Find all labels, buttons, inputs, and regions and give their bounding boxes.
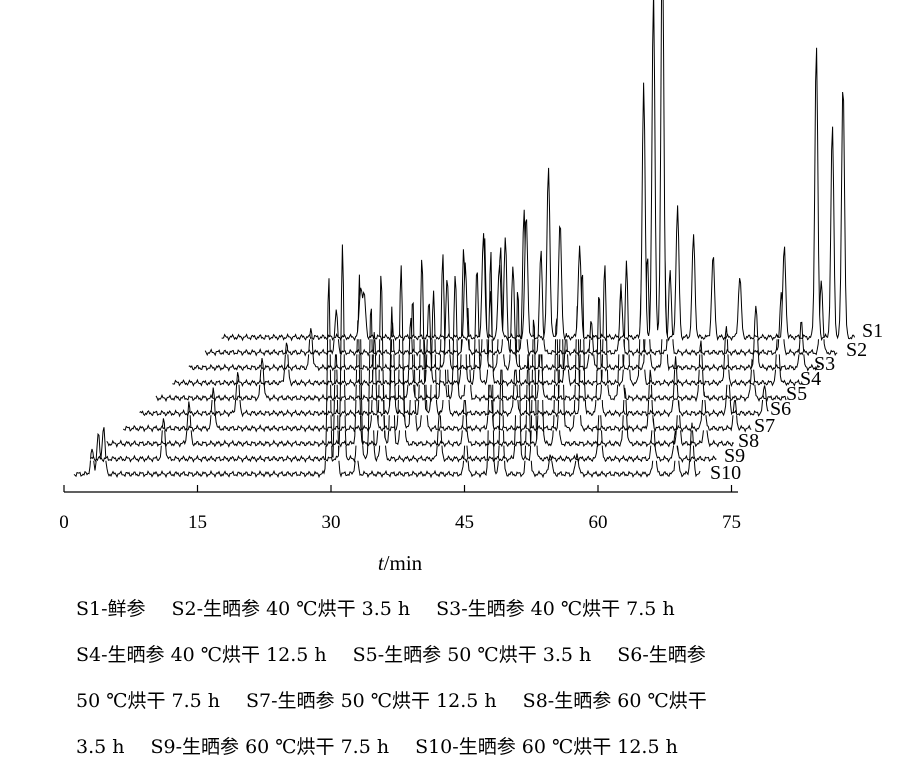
x-tick-label: 45 [455, 512, 474, 533]
series-label-s10: S10 [710, 462, 741, 484]
chromatogram-traces [73, 0, 856, 479]
series-label-s7: S7 [754, 415, 775, 437]
caption-item: 3.5 h [76, 736, 125, 758]
caption-line: S4-生晒参 40 ℃烘干 12.5 h S5-生晒参 50 ℃烘干 3.5 h S… [76, 632, 906, 678]
trace-s6 [139, 259, 769, 418]
caption-item: 50 ℃烘干 7.5 h [76, 690, 221, 712]
trace-s7 [122, 265, 752, 433]
caption-item: S2-生晒参 40 ℃烘干 3.5 h [171, 598, 411, 620]
figure-caption: S1-鲜参 S2-生晒参 40 ℃烘干 3.5 h S3-生晒参 40 ℃烘干 7.… [76, 586, 906, 770]
x-tick-label: 60 [589, 512, 608, 533]
x-axis: 0 15 30 45 60 75 [59, 485, 741, 533]
trace-s2 [204, 209, 838, 357]
caption-item: S5-生晒参 50 ℃烘干 3.5 h [352, 644, 592, 666]
caption-line: S1-鲜参 S2-生晒参 40 ℃烘干 3.5 h S3-生晒参 40 ℃烘干 7.… [76, 586, 906, 632]
trace-s10 [73, 251, 701, 479]
trace-occluder-s1 [221, 0, 855, 341]
series-label-s9: S9 [724, 445, 745, 467]
x-tick-label: 75 [722, 512, 741, 533]
x-tick-label: 0 [59, 512, 69, 533]
x-axis-ticks: 0 15 30 45 60 75 [59, 485, 741, 533]
caption-line: 50 ℃烘干 7.5 h S7-生晒参 50 ℃烘干 12.5 h S8-生晒参 6… [76, 678, 906, 724]
caption-item: S7-生晒参 50 ℃烘干 12.5 h [246, 690, 497, 712]
series-label-s5: S5 [786, 383, 807, 405]
x-axis-title: t/min [378, 551, 423, 575]
caption-item: S10-生晒参 60 ℃烘干 12.5 h [415, 736, 678, 758]
series-label-s8: S8 [738, 430, 759, 452]
series-label-s4: S4 [800, 368, 821, 390]
series-label-s6: S6 [770, 398, 791, 420]
trace-s1 [221, 0, 856, 342]
caption-item: S8-生晒参 60 ℃烘干 [522, 690, 707, 712]
caption-line: 3.5 h S9-生晒参 60 ℃烘干 7.5 h S10-生晒参 60 ℃烘干 1… [76, 724, 906, 770]
trace-s3 [188, 238, 821, 372]
x-tick-label: 30 [322, 512, 341, 533]
caption-item: S6-生晒参 [617, 644, 706, 666]
series-label-s3: S3 [814, 353, 835, 375]
series-label-s2: S2 [846, 339, 867, 361]
trace-s8 [106, 275, 735, 448]
caption-item: S1-鲜参 [76, 598, 146, 620]
caption-item: S9-生晒参 60 ℃烘干 7.5 h [150, 736, 390, 758]
trace-s9 [90, 244, 717, 464]
caption-item: S3-生晒参 40 ℃烘干 7.5 h [436, 598, 675, 620]
x-tick-label: 15 [188, 512, 207, 533]
trace-s4 [172, 249, 803, 388]
series-label-s1: S1 [862, 320, 883, 342]
caption-item: S4-生晒参 40 ℃烘干 12.5 h [76, 644, 327, 666]
